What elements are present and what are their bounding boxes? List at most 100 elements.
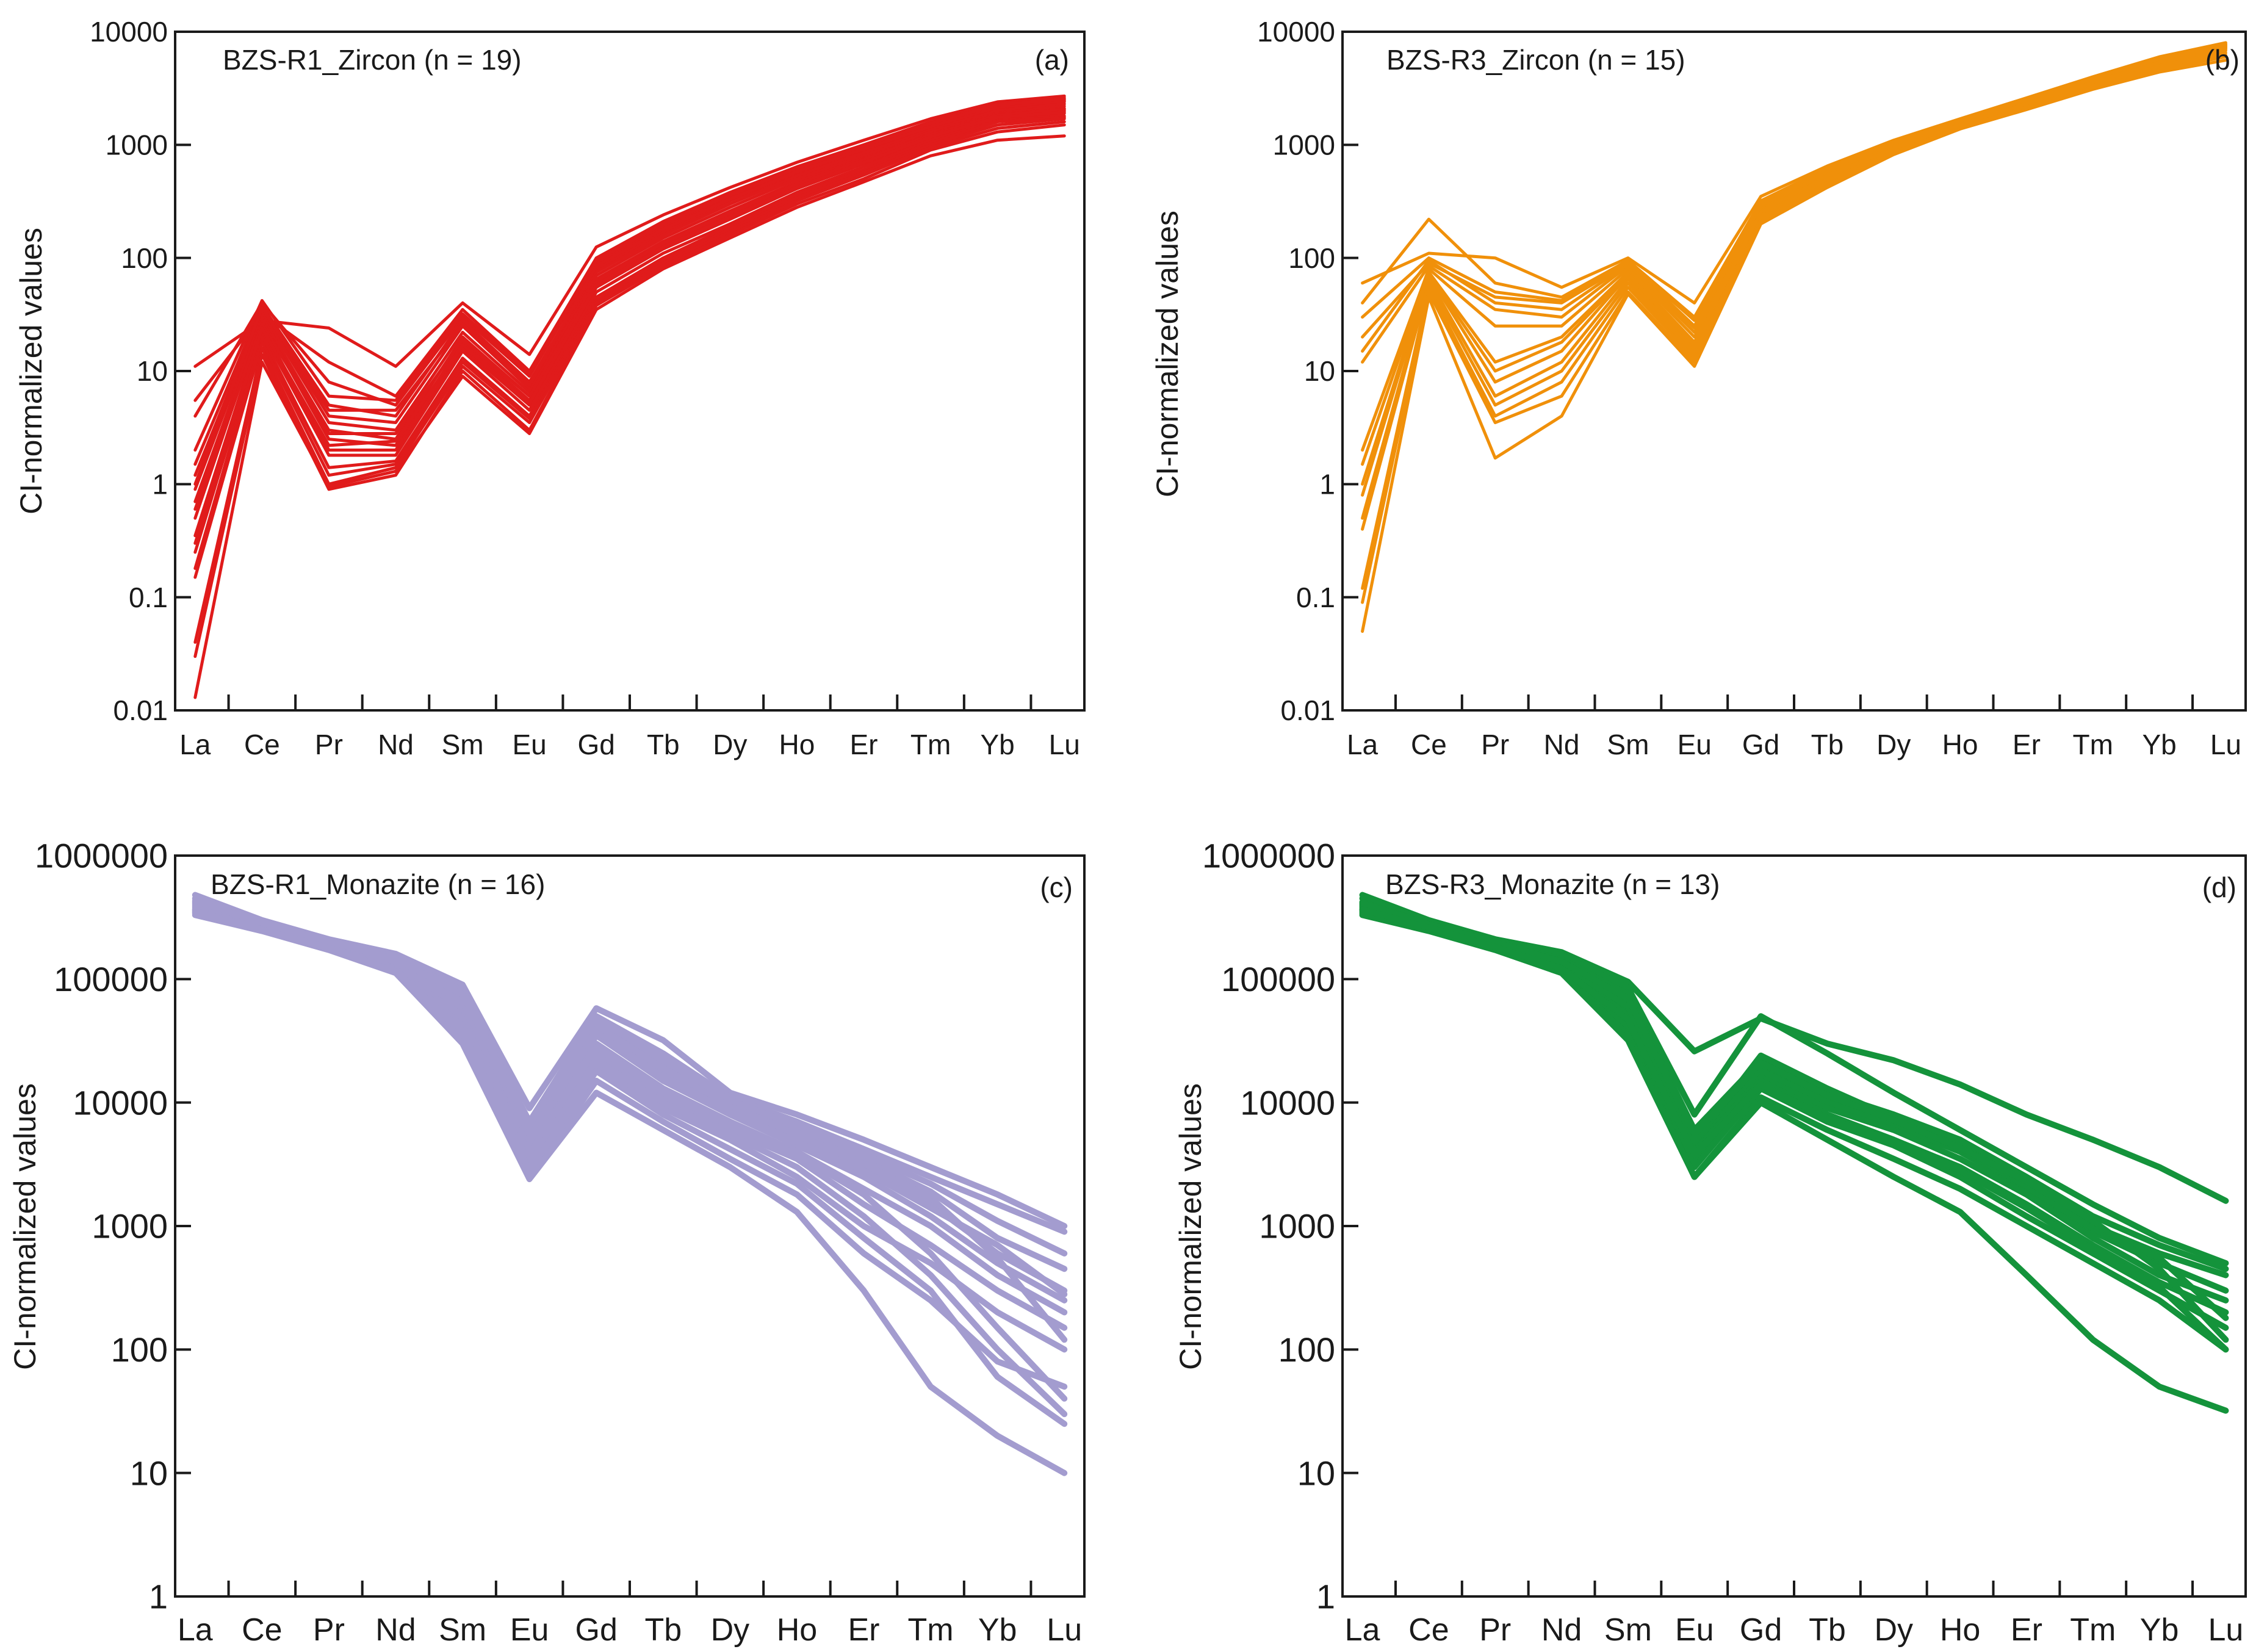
series-line-14 [193, 123, 1066, 658]
y-axis-title: CI-normalized values [1173, 1083, 1208, 1370]
y-tick-label: 1000 [106, 129, 168, 161]
x-tick-label-pr: Pr [315, 729, 343, 760]
y-axis-title: CI-normalized values [1150, 211, 1184, 497]
series-line-9 [1359, 910, 2229, 1353]
x-tick-label-nd: Nd [1544, 729, 1580, 760]
x-tick-label-la: La [178, 1612, 213, 1648]
series-line-18 [193, 110, 1066, 545]
y-tick-label: 100 [111, 1330, 168, 1369]
y-tick-label: 10000 [90, 16, 168, 48]
x-tick-label-eu: Eu [513, 729, 547, 760]
series-line-9 [193, 112, 1066, 538]
x-tick-label-eu: Eu [1678, 729, 1712, 760]
y-tick-label: 10000 [1240, 1083, 1335, 1122]
x-tick-label-gd: Gd [1740, 1612, 1782, 1648]
series-line-11 [1361, 55, 2227, 604]
series-line-1 [193, 94, 1066, 368]
x-tick-label-sm: Sm [1604, 1612, 1652, 1648]
y-tick-label: 1 [1319, 468, 1335, 500]
panel-title: BZS-R3_Monazite (n = 13) [1385, 868, 1720, 900]
panel-b-zircon-r3: 0.01 0.1 1 10 100 1000 10000 La Ce Pr Nd Sm Eu Gd Tb Dy… [1150, 16, 2247, 760]
x-tick-label-tm: Tm [2070, 1612, 2116, 1648]
series-line-6 [193, 104, 1066, 491]
x-tick-label-ho: Ho [779, 729, 815, 760]
y-tick-label: 10000 [1257, 16, 1335, 48]
y-tick-label: 1000 [1259, 1207, 1335, 1246]
panel-title: BZS-R3_Zircon (n = 15) [1386, 44, 1685, 76]
x-tick-label-er: Er [2013, 729, 2041, 760]
y-tick-label: 100000 [54, 960, 168, 998]
x-tick-label-pr: Pr [1479, 1612, 1511, 1648]
x-tick-label-dy: Dy [713, 729, 747, 760]
series-line-12 [193, 117, 1066, 579]
x-tick-label-yb: Yb [2140, 1612, 2179, 1648]
x-tick-label-sm: Sm [442, 729, 484, 760]
series-line-14 [192, 908, 1068, 1418]
x-tick-label-ce: Ce [1408, 1612, 1449, 1648]
y-tick-label: 10 [1297, 1454, 1335, 1492]
series-line-8 [193, 109, 1066, 520]
x-tick-label-lu: Lu [1047, 1612, 1082, 1648]
x-tick-label-gd: Gd [575, 1612, 618, 1648]
x-tick-label-pr: Pr [1481, 729, 1509, 760]
panel-title: BZS-R1_Zircon (n = 19) [223, 44, 522, 76]
x-tick-label-lu: Lu [2210, 729, 2241, 760]
x-tick-label-sm: Sm [1607, 729, 1649, 760]
y-tick-label: 10 [130, 1454, 168, 1492]
series-line-15 [1361, 47, 2227, 486]
series-line-12 [1359, 900, 2229, 1343]
y-tick-label: 0.1 [1296, 582, 1335, 613]
panel-label: (c) [1040, 871, 1073, 903]
y-tick-label: 1000 [1273, 129, 1335, 161]
y-tick-label: 0.1 [129, 582, 168, 613]
x-tick-label-tb: Tb [1811, 729, 1844, 760]
x-tick-label-la: La [1347, 729, 1379, 760]
x-tick-label-tb: Tb [647, 729, 680, 760]
x-tick-label-ho: Ho [777, 1612, 817, 1648]
y-axis-title: CI-normalized values [8, 1083, 42, 1370]
x-tick-label-tm: Tm [910, 729, 951, 760]
y-tick-label: 0.01 [113, 694, 168, 726]
x-tick-label-nd: Nd [375, 1612, 416, 1648]
x-tick-label-tb: Tb [1809, 1612, 1846, 1648]
x-tick-label-la: La [1345, 1612, 1380, 1648]
y-tick-label: 100 [121, 242, 168, 274]
x-tick-label-la: La [179, 729, 211, 760]
x-tick-label-dy: Dy [1876, 729, 1911, 760]
x-tick-label-tb: Tb [644, 1612, 682, 1648]
series-line-8 [192, 909, 1068, 1353]
x-tick-label-sm: Sm [439, 1612, 486, 1648]
x-tick-label-dy: Dy [1874, 1612, 1913, 1648]
y-tick-label: 1000000 [1202, 837, 1335, 875]
x-tick-label-ce: Ce [1411, 729, 1447, 760]
x-tick-label-eu: Eu [1675, 1612, 1714, 1648]
y-tick-label: 0.01 [1280, 694, 1335, 726]
x-tick-label-tm: Tm [2073, 729, 2113, 760]
x-tick-label-ce: Ce [242, 1612, 282, 1648]
x-tick-label-yb: Yb [981, 729, 1015, 760]
y-tick-label: 10000 [73, 1083, 168, 1122]
x-tick-label-gd: Gd [578, 729, 615, 760]
x-tick-label-pr: Pr [313, 1612, 345, 1648]
panel-label: (b) [2205, 44, 2240, 76]
x-tick-label-er: Er [848, 1612, 880, 1648]
x-tick-label-gd: Gd [1742, 729, 1779, 760]
x-tick-label-nd: Nd [378, 729, 414, 760]
series-line-17 [193, 108, 1066, 511]
y-axis-title: CI-normalized values [14, 228, 48, 514]
y-tick-label: 100 [1288, 242, 1335, 274]
series-line-14 [1361, 43, 2227, 322]
panel-label: (a) [1035, 44, 1069, 76]
series-line-10 [193, 114, 1066, 554]
panel-title: BZS-R1_Monazite (n = 16) [211, 868, 545, 900]
series-line-12 [1361, 59, 2227, 633]
series-line-7 [1361, 48, 2227, 497]
series-line-11 [193, 115, 1066, 570]
y-tick-label: 1000 [92, 1207, 168, 1246]
panel-d-monazite-r3: 1 10 100 1000 10000 100000 1000000 La Ce Pr Nd Sm Eu… [1173, 837, 2247, 1648]
x-tick-label-dy: Dy [711, 1612, 750, 1648]
series-line-13 [193, 120, 1066, 644]
x-tick-label-lu: Lu [1049, 729, 1080, 760]
series-line-13 [192, 906, 1068, 1402]
